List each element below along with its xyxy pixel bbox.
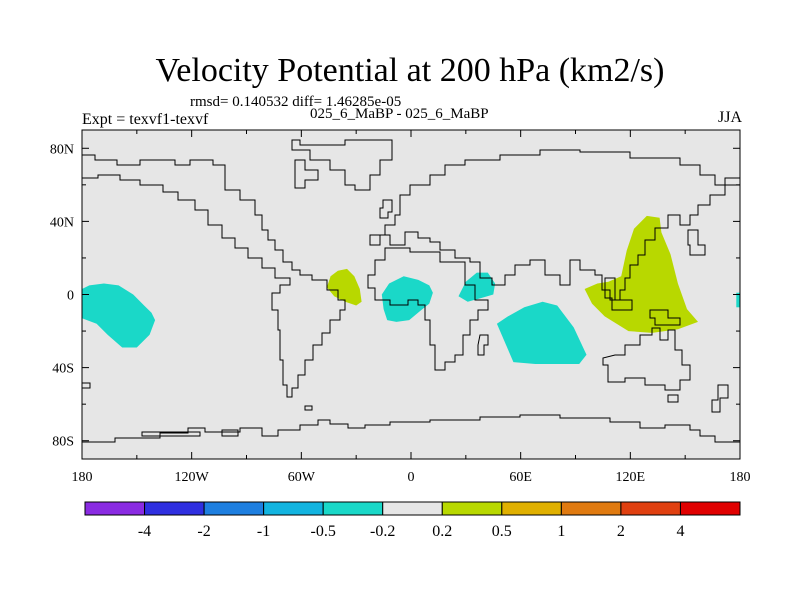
coastline-japan xyxy=(687,229,706,256)
coastline-new-guinea xyxy=(649,309,681,326)
colorbar-label: -0.2 xyxy=(370,523,395,540)
x-tick-label: 120W xyxy=(175,470,210,485)
contour-regions xyxy=(82,215,740,364)
coastline-new-zealand xyxy=(711,384,729,413)
y-tick-label: 40N xyxy=(50,215,74,230)
colorbar-box xyxy=(382,501,443,516)
coastline-ross-ice xyxy=(221,429,239,437)
colorbar-box xyxy=(501,501,562,516)
expt-label: Expt = texvf1-texvf xyxy=(82,111,209,128)
colorbar-box xyxy=(441,501,503,516)
case-label: 025_6_MaBP - 025_6_MaBP xyxy=(310,106,489,122)
axis-tick-labels: 180 120W 60W 0 60E 120E 180 80N 40N 0 40S 80S xyxy=(50,142,751,485)
region-maritime-continent xyxy=(584,215,698,333)
coastline-antarctic-peninsula xyxy=(141,431,201,437)
y-tick-label: 80N xyxy=(50,142,74,157)
chart-title: Velocity Potential at 200 hPa (km2/s) xyxy=(155,52,665,89)
colorbar-label: -2 xyxy=(197,523,210,540)
colorbar-label: -1 xyxy=(257,523,270,540)
coastline-hawaii xyxy=(82,382,91,389)
coastline-greenland xyxy=(291,139,393,191)
colorbar-label: -0.5 xyxy=(311,523,336,540)
x-tick-label: 60W xyxy=(288,470,316,485)
stats-label: rmsd= 0.140532 diff= 1.46285e-05 xyxy=(190,94,402,110)
coastline-tasmania xyxy=(667,394,679,403)
coastline-australia xyxy=(602,327,691,391)
coastline-arctic-archipelago xyxy=(294,159,319,189)
x-tick-label: 180 xyxy=(730,470,751,485)
colorbar-box xyxy=(263,501,324,516)
coastline-britain xyxy=(379,199,393,219)
x-tick-label: 60E xyxy=(509,470,532,485)
colorbar-box xyxy=(620,501,681,516)
colorbar-box xyxy=(322,501,384,516)
x-tick-label: 180 xyxy=(72,470,93,485)
colorbar-labels: -4 -2 -1 -0.5 -0.2 0.2 0.5 1 2 4 xyxy=(138,523,685,540)
colorbar-box xyxy=(144,501,205,516)
region-east-pacific xyxy=(82,283,156,348)
colorbar-box xyxy=(560,501,622,516)
coastline-falklands xyxy=(304,405,313,411)
colorbar-box xyxy=(84,501,146,516)
region-south-indian-ocean xyxy=(496,301,587,364)
x-tick-label: 120E xyxy=(616,470,646,485)
coastline-madagascar xyxy=(477,334,489,356)
region-tropical-atlantic xyxy=(326,268,362,306)
region-dateline-edge xyxy=(736,292,740,308)
colorbar-label: 0.2 xyxy=(432,523,452,540)
colorbar-label: 2 xyxy=(617,523,625,540)
y-tick-label: 40S xyxy=(52,362,74,377)
colorbar-label: 1 xyxy=(557,523,565,540)
region-east-africa xyxy=(458,272,496,302)
coastlines xyxy=(82,139,741,443)
region-gulf-of-guinea xyxy=(381,276,433,322)
colorbar-label: 4 xyxy=(677,523,685,540)
coastline-americas xyxy=(82,154,346,398)
colorbar-box xyxy=(679,501,741,516)
colorbar-label: -4 xyxy=(138,523,151,540)
coastline-indonesia xyxy=(604,277,633,311)
coastline-antarctica xyxy=(82,414,740,443)
x-tick-label: 0 xyxy=(408,470,415,485)
colorbar xyxy=(84,501,741,516)
axis-ticks xyxy=(81,130,741,459)
colorbar-box xyxy=(203,501,265,516)
colorbar-label: 0.5 xyxy=(492,523,512,540)
coastline-africa xyxy=(367,247,489,371)
y-tick-label: 0 xyxy=(67,289,74,304)
season-label: JJA xyxy=(717,109,742,126)
y-tick-label: 80S xyxy=(52,435,74,450)
